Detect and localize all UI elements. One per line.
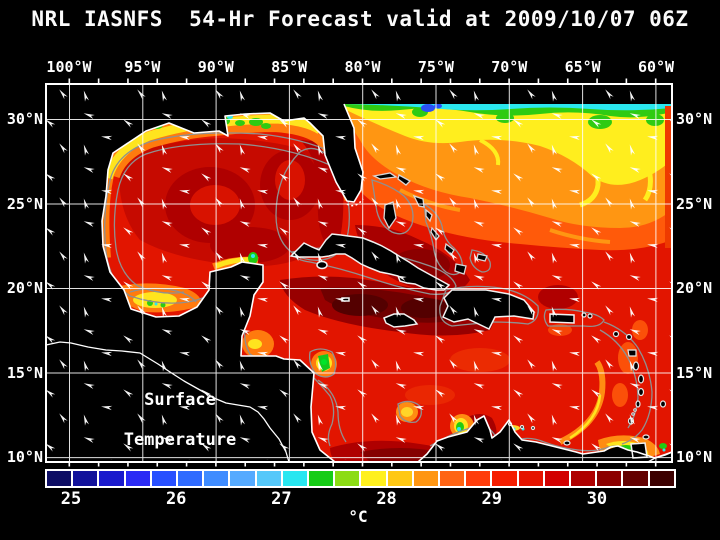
colorbar-cell [492, 471, 517, 486]
colorbar-cell [597, 471, 622, 486]
colorbar-cell [282, 471, 308, 486]
overlay-label-surface: Surface [144, 390, 216, 410]
colorbar-cell [544, 471, 570, 486]
colorbar-cell [571, 471, 596, 486]
colorbar-cell [335, 471, 360, 486]
overlay-label-temperature: Temperature [123, 430, 237, 450]
colorbar-cell [47, 471, 72, 486]
colorbar-cell [361, 471, 386, 486]
colorbar-cell [73, 471, 98, 486]
colorbar-cell [466, 471, 491, 486]
colorbar-cell [230, 471, 255, 486]
temperature-colorbar [45, 469, 676, 488]
colorbar-cell [440, 471, 465, 486]
colorbar-cell [204, 471, 229, 486]
wind-arrows-overlay [47, 86, 671, 460]
colorbar-cell [309, 471, 334, 486]
map-frame [45, 83, 673, 463]
page-title: NRL IASNFS 54-Hr Forecast valid at 2009/… [31, 7, 689, 31]
colorbar-cell [178, 471, 203, 486]
colorbar-cell [413, 471, 439, 486]
colorbar-cell [518, 471, 543, 486]
colorbar-cell [649, 471, 674, 486]
colorbar-cell [623, 471, 648, 486]
colorbar-cell [387, 471, 412, 486]
colorbar-cell [256, 471, 281, 486]
colorbar-unit-label: °C [348, 507, 368, 526]
colorbar-cell [151, 471, 177, 486]
colorbar-cell [125, 471, 150, 486]
colorbar-cell [99, 471, 124, 486]
